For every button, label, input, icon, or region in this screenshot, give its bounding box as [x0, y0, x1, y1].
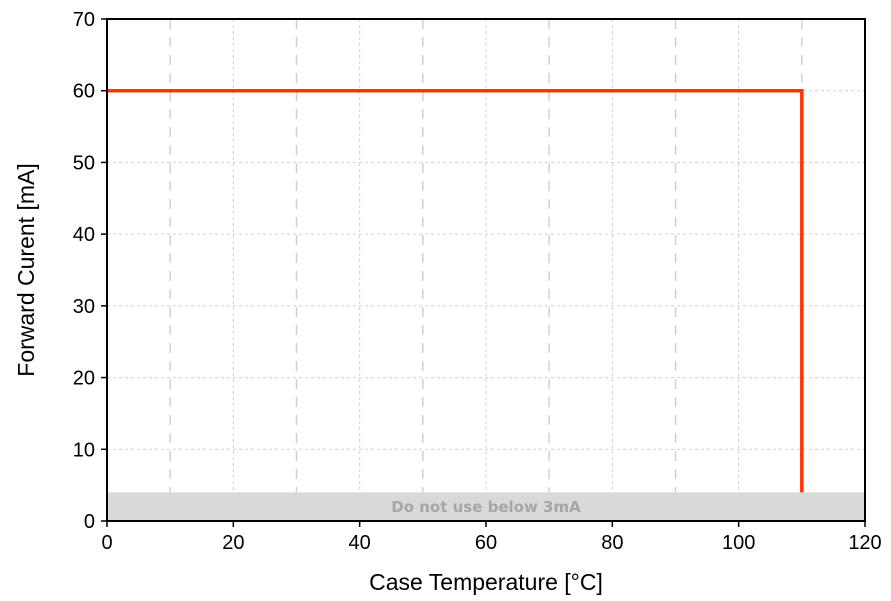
derating-curve — [107, 88, 804, 493]
x-tick-label: 40 — [349, 532, 371, 554]
x-tick-label: 20 — [222, 532, 244, 554]
x-tick-label: 60 — [475, 532, 497, 554]
y-tick-label: 10 — [73, 439, 95, 461]
y-tick-label: 70 — [73, 9, 95, 31]
x-axis-title: Case Temperature [°C] — [369, 569, 603, 595]
y-tick-label: 60 — [73, 81, 95, 103]
series-layer — [107, 88, 804, 493]
x-tick-label: 100 — [722, 532, 755, 554]
y-tick-label: 30 — [73, 296, 95, 318]
low-current-region-label: Do not use below 3mA — [391, 498, 581, 516]
low-current-shaded-region — [107, 492, 865, 521]
x-tick-label: 0 — [101, 532, 112, 554]
y-tick-label: 40 — [73, 224, 95, 246]
y-axis-title: Forward Curent [mA] — [13, 163, 39, 376]
y-tick-label: 20 — [73, 368, 95, 390]
y-tick-label: 50 — [73, 152, 95, 174]
x-tick-label: 120 — [848, 532, 881, 554]
x-tick-label: 80 — [601, 532, 623, 554]
y-tick-label: 0 — [84, 511, 95, 533]
tick-layer: 0 20 40 60 80 100 120 0 10 20 30 40 50 60 70 — [73, 9, 882, 554]
